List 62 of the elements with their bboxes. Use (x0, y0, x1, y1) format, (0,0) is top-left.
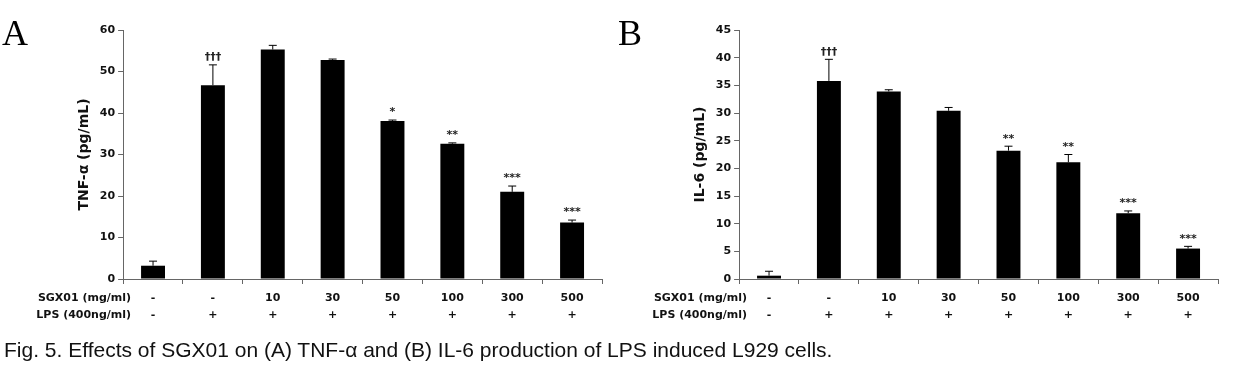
x-tick-label: 30 + (940, 291, 957, 322)
x-tick-label: 10 + (265, 291, 281, 322)
y-tick-label: 0 (107, 271, 116, 285)
y-tick-label: 10 (715, 216, 732, 230)
y-tick-label: 5 (723, 244, 732, 258)
bar (876, 91, 901, 279)
y-axis-title: TNF-α (pg/mL) (75, 98, 92, 211)
x-tick-label: - - (150, 291, 156, 322)
y-tick-label: 50 (99, 64, 116, 78)
y-tick-label: 35 (715, 78, 732, 92)
x-tick-label: 500 + (1176, 291, 1200, 322)
bar (1176, 248, 1201, 279)
y-axis-title: IL-6 (pg/mL) (691, 106, 708, 203)
annotation: ** (1002, 131, 1015, 145)
bar (996, 150, 1021, 279)
x-axis-title: SGX01 (mg/ml) LPS (400ng/ml) (36, 290, 132, 321)
annotation: ††† (820, 44, 838, 58)
bar (380, 120, 405, 279)
annotation: *** (563, 205, 581, 219)
y-tick-label: 40 (715, 50, 732, 64)
y-tick-label: 30 (99, 147, 116, 161)
annotation: *** (1179, 231, 1197, 245)
x-axis-title: SGX01 (mg/ml) LPS (400ng/ml) (652, 290, 748, 321)
bar (757, 275, 782, 279)
y-tick-label: 25 (715, 133, 732, 147)
chart-title: A (2, 13, 28, 54)
y-tick-label: 20 (99, 188, 116, 202)
y-tick-label: 20 (715, 161, 732, 175)
x-tick-label: 300 + (1116, 291, 1141, 322)
x-tick-label: 300 + (500, 291, 525, 322)
bar (320, 59, 345, 279)
x-tick-label: 30 + (324, 291, 341, 322)
bar (260, 49, 285, 279)
x-tick-label: - + (824, 291, 834, 322)
bar (1116, 213, 1141, 279)
x-tick-label: 50 + (384, 291, 401, 322)
annotation: *** (1119, 196, 1138, 210)
bar (936, 110, 961, 279)
bar (141, 265, 166, 279)
annotation: ** (1062, 139, 1075, 153)
bar (560, 222, 585, 279)
annotation: * (389, 105, 396, 119)
y-tick-label: 40 (99, 105, 116, 119)
chart-title: B (618, 13, 643, 54)
x-tick-label: 50 + (1000, 291, 1017, 322)
x-tick-label: 10 + (881, 291, 897, 322)
x-tick-label: - - (766, 291, 772, 322)
annotation: ††† (204, 50, 222, 64)
x-tick-label: 500 + (560, 291, 584, 322)
annotation: *** (503, 171, 522, 185)
y-tick-label: 45 (715, 22, 732, 36)
y-tick-label: 15 (715, 188, 732, 202)
y-tick-label: 60 (99, 22, 116, 36)
y-tick-label: 0 (723, 271, 732, 285)
x-tick-label: - + (208, 291, 218, 322)
caption: Fig. 5. Effects of SGX01 on (A) TNF-α and (B) IL-6 production of LPS induced L929 cells. (4, 338, 834, 362)
annotation: ** (446, 128, 459, 142)
x-tick-label: 100 + (440, 291, 465, 322)
x-tick-label: 100 + (1056, 291, 1081, 322)
bar (440, 143, 465, 279)
y-tick-label: 10 (99, 230, 116, 244)
y-tick-label: 30 (715, 105, 732, 119)
